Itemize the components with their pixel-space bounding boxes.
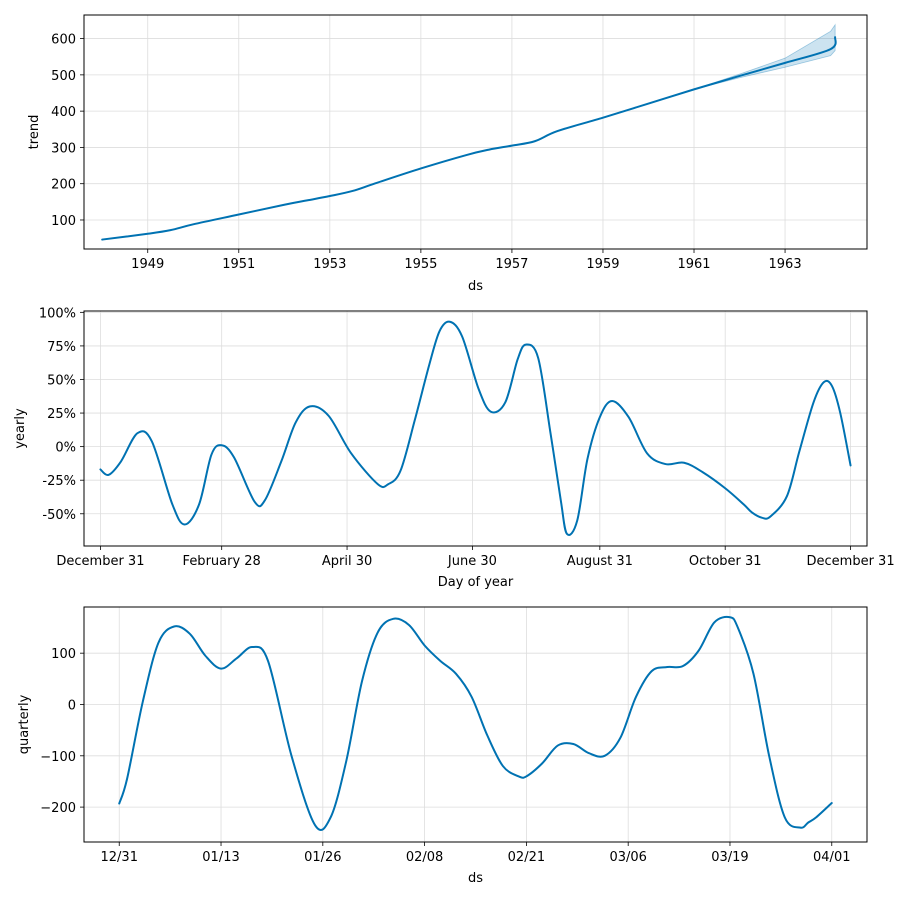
quarterly-y-tick-label: −100 [40,750,76,765]
quarterly-x-tick-label: 02/21 [508,850,545,865]
panel-quarterly: 12/31 01/13 01/26 02/08 02/21 03/06 03/19 04/01… [17,606,868,886]
quarterly-x-tick-label: 12/31 [101,850,138,865]
yearly-y-tick-label: 100% [39,306,76,321]
trend-y-tick-label: 400 [51,105,76,120]
quarterly-x-tick-label: 03/19 [711,850,748,865]
quarterly-x-tick-label: 01/26 [304,850,341,865]
yearly-x-tick-label: June 30 [447,554,497,569]
trend-x-tick-label: 1955 [404,257,437,272]
yearly-y-tick-label: 0% [55,441,76,456]
trend-series-line [101,36,837,241]
trend-y-tick-label: 500 [51,69,76,84]
trend-y-tick-label: 300 [51,141,76,156]
yearly-y-tick-label: -25% [42,474,76,489]
trend-x-tick-label: 1949 [131,257,164,272]
yearly-series-line [99,320,852,536]
yearly-x-tick-label: October 31 [689,554,762,569]
yearly-x-tick-label: December 31 [807,554,895,569]
trend-plot-frame [83,14,868,250]
yearly-y-tick-label: 50% [47,373,76,388]
trend-y-tick-label: 100 [51,214,76,229]
trend-x-tick-label: 1959 [586,257,619,272]
yearly-x-tick-label: April 30 [322,554,372,569]
yearly-x-axis-label: Day of year [438,575,514,590]
trend-y-axis-label: trend [27,115,42,150]
quarterly-series-line [118,615,833,831]
quarterly-y-axis-label: quarterly [17,694,32,754]
quarterly-y-tick-label: 100 [51,647,76,662]
yearly-y-tick-label: 25% [47,407,76,422]
yearly-y-tick-label: 75% [47,340,76,355]
yearly-y-axis-label: yearly [13,408,28,449]
quarterly-y-tick-label: 0 [68,698,76,713]
yearly-x-tick-label: December 31 [56,554,144,569]
trend-x-tick-label: 1953 [313,257,346,272]
quarterly-y-tick-label: −200 [40,801,76,816]
trend-uncertainty-band [693,23,836,90]
quarterly-x-tick-label: 03/06 [609,850,646,865]
panel-trend: 1949 1951 1953 1955 1957 1959 1961 1963 100 200 30… [27,14,868,294]
quarterly-plot-frame [83,606,868,843]
trend-y-tick-label: 200 [51,178,76,193]
quarterly-x-tick-label: 04/01 [813,850,850,865]
trend-x-tick-label: 1963 [769,257,802,272]
yearly-x-tick-label: August 31 [567,554,633,569]
trend-x-tick-label: 1961 [677,257,710,272]
trend-x-tick-label: 1951 [222,257,255,272]
trend-x-axis-label: ds [468,279,483,294]
trend-y-tick-label: 600 [51,33,76,48]
quarterly-x-tick-label: 01/13 [202,850,239,865]
quarterly-x-axis-label: ds [468,871,483,886]
quarterly-x-tick-label: 02/08 [406,850,443,865]
yearly-x-tick-label: February 28 [183,554,261,569]
yearly-plot-frame [83,310,868,547]
yearly-y-tick-label: -50% [42,508,76,523]
trend-x-tick-label: 1957 [495,257,528,272]
panel-yearly: December 31 February 28 April 30 June 30 Aug… [13,306,895,590]
